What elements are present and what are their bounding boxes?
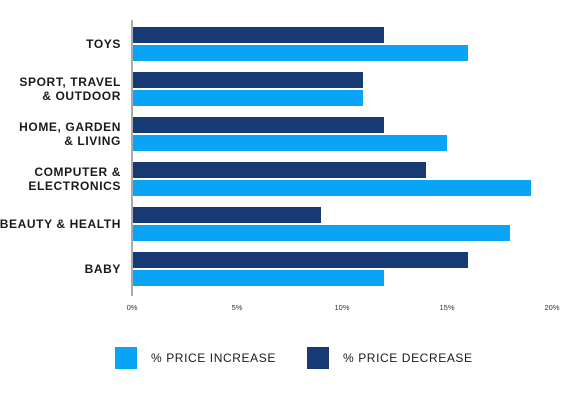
legend-swatch-increase [115,347,137,369]
bar-increase-3 [133,180,531,196]
x-tick-label-2: 10% [334,303,349,312]
x-tick-label-1: 5% [232,303,243,312]
bar-increase-2 [133,135,447,151]
bar-decrease-4 [133,207,321,223]
bar-decrease-5 [133,252,468,268]
bar-increase-4 [133,225,510,241]
legend-label-increase: % PRICE INCREASE [151,351,276,365]
category-labels: TOYS SPORT, TRAVEL & OUTDOOR HOME, GARDEN & … [0,37,121,276]
legend: % PRICE INCREASE % PRICE DECREASE [0,346,578,370]
bar-decrease-3 [133,162,426,178]
bar-decrease-0 [133,27,384,43]
bar-increase-0 [133,45,468,61]
legend-item-decrease: % PRICE DECREASE [307,346,473,370]
x-tick-label-4: 20% [544,303,559,312]
bar-increase-5 [133,270,384,286]
category-label-3: COMPUTER & ELECTRONICS [28,165,121,193]
bar-decrease-1 [133,72,363,88]
x-tick-labels: 0% 5% 10% 15% 20% [127,303,560,312]
legend-swatch-decrease [307,347,329,369]
legend-item-increase: % PRICE INCREASE [115,346,276,370]
bar-decrease-2 [133,117,384,133]
category-label-5: BABY [85,262,121,276]
legend-label-decrease: % PRICE DECREASE [343,351,473,365]
category-label-1: SPORT, TRAVEL & OUTDOOR [19,75,121,103]
x-tick-label-3: 15% [439,303,454,312]
category-label-4: BEAUTY & HEALTH [0,217,121,231]
x-tick-label-0: 0% [127,303,138,312]
bars-group [133,27,531,286]
category-label-2: HOME, GARDEN & LIVING [19,120,121,148]
bar-increase-1 [133,90,363,106]
category-label-0: TOYS [86,37,121,51]
